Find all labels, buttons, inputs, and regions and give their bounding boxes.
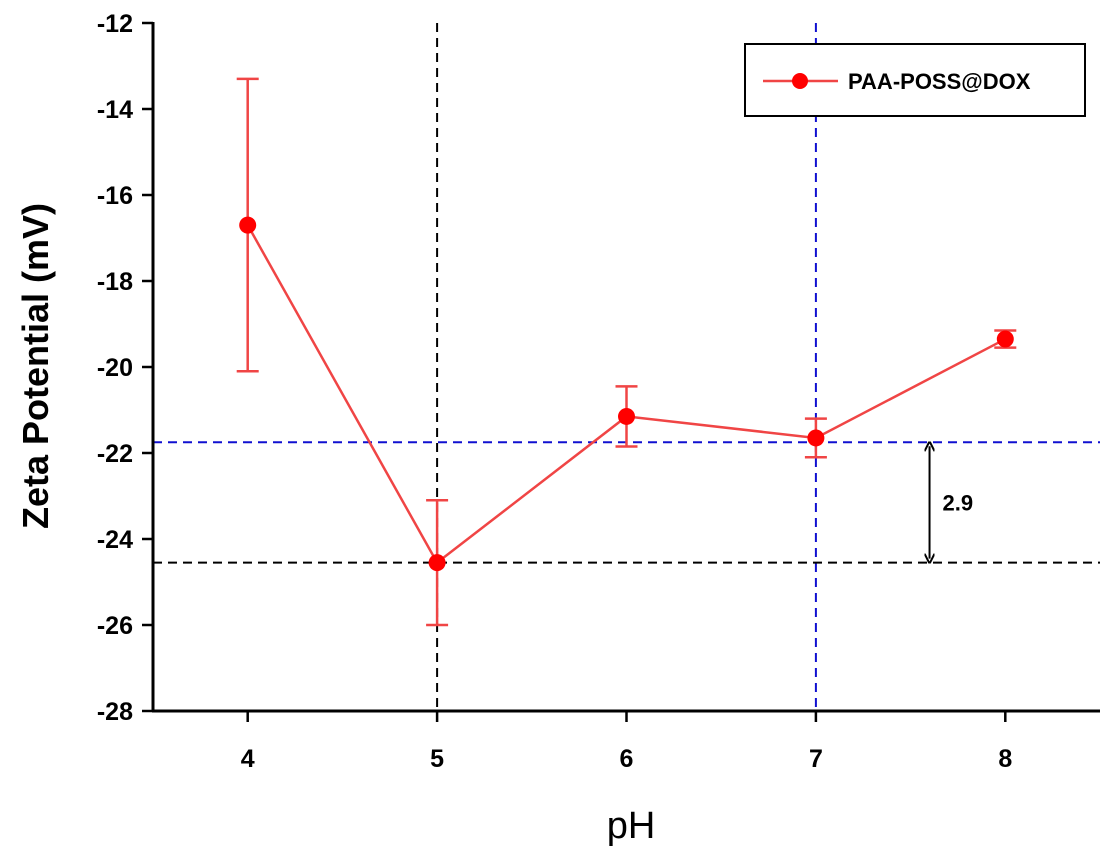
data-point [618, 407, 635, 425]
y-tick-label: -20 [97, 354, 133, 382]
axes [151, 22, 1100, 713]
y-tick-label: -12 [97, 10, 133, 38]
x-axis-ticks: 4 5 6 7 8 [241, 711, 1012, 773]
data-point [996, 330, 1014, 348]
legend: PAA-POSS@DOX [744, 43, 1086, 117]
x-tick-label: 4 [241, 745, 255, 773]
y-tick-label: -26 [97, 612, 133, 640]
x-tick-label: 8 [998, 745, 1012, 773]
y-tick-label: -24 [97, 526, 133, 554]
x-tick-label: 7 [809, 745, 823, 773]
y-tick-label: -14 [97, 96, 133, 124]
y-tick-label: -16 [97, 182, 133, 210]
y-tick-label: -18 [97, 268, 133, 296]
x-axis-title: pH [607, 805, 656, 847]
reference-lines [153, 23, 1100, 711]
x-tick-label: 6 [620, 745, 634, 773]
x-tick-label: 5 [430, 745, 444, 773]
series-layer [236, 77, 1017, 627]
y-axis-ticks: -28 -26 -24 -22 -20 -18 -16 -14 -12 [97, 10, 153, 726]
data-point [807, 429, 825, 447]
difference-label: 2.9 [943, 490, 974, 515]
data-point [239, 216, 257, 234]
y-tick-label: -22 [97, 440, 133, 468]
legend-label: PAA-POSS@DOX [848, 69, 1031, 94]
data-point [428, 554, 446, 572]
y-axis-title: Zeta Potential (mV) [15, 203, 56, 529]
legend-marker-swatch [792, 73, 808, 89]
y-tick-label: -28 [97, 698, 133, 726]
annotation-layer: 2.9 [930, 446, 974, 558]
